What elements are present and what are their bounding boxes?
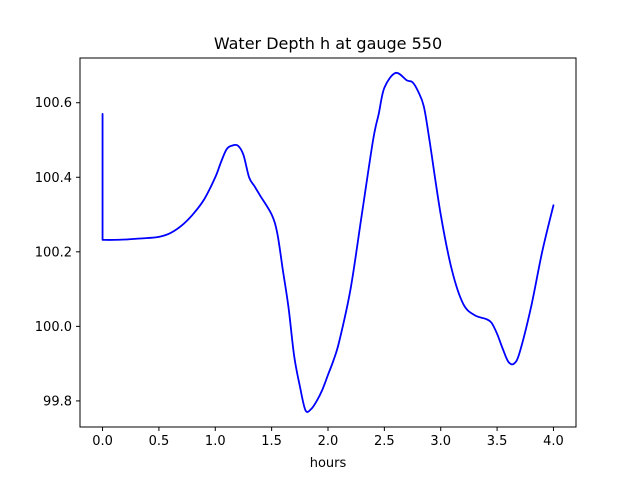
x-axis-label: hours — [310, 456, 347, 471]
x-tick-label: 3.0 — [430, 434, 451, 449]
plot-area-frame — [79, 57, 577, 428]
x-tick-label: 0.5 — [149, 434, 170, 449]
x-tick-label: 2.0 — [318, 434, 339, 449]
chart-title: Water Depth h at gauge 550 — [214, 34, 442, 53]
x-tick-label: 1.5 — [261, 434, 282, 449]
x-tick-label: 4.0 — [543, 434, 564, 449]
y-tick-label: 100.2 — [35, 245, 72, 260]
x-tick-label: 2.5 — [374, 434, 395, 449]
water-depth-line — [101, 71, 555, 413]
x-tick-label: 3.5 — [487, 434, 508, 449]
y-tick-label: 99.8 — [43, 394, 72, 409]
x-tick-label: 1.0 — [205, 434, 226, 449]
x-axis-ticks: 0.0 0.5 1.0 1.5 2.0 2.5 3.0 3.5 4.0 — [92, 427, 564, 449]
y-tick-label: 100.0 — [35, 320, 72, 335]
y-tick-label: 100.4 — [35, 171, 72, 186]
x-tick-label: 0.0 — [92, 434, 113, 449]
y-tick-label: 100.6 — [35, 96, 72, 111]
y-axis-ticks: 99.8 100.0 100.2 100.4 100.6 — [35, 96, 80, 409]
